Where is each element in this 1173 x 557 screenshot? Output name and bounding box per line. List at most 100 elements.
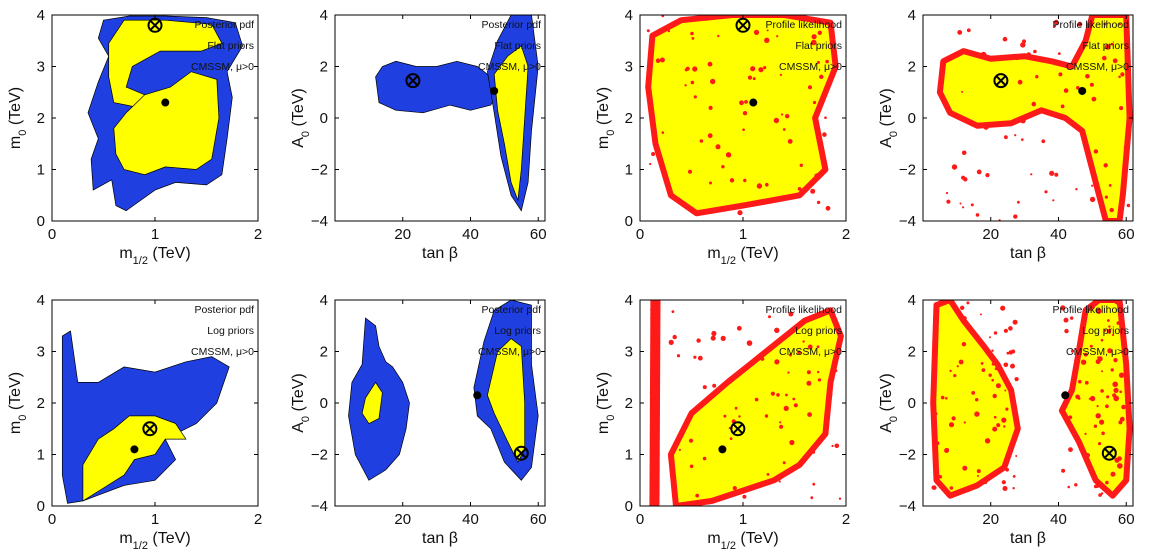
y-tick-label: 3 xyxy=(37,59,45,76)
speckle-dot xyxy=(653,400,656,403)
speckle-dot xyxy=(684,84,687,87)
speckle-dot xyxy=(1001,480,1006,485)
speckle-dot xyxy=(1113,387,1119,393)
posterior-mean-dot xyxy=(161,98,170,107)
speckle-dot xyxy=(688,169,692,174)
speckle-dot xyxy=(1049,170,1055,176)
speckle-dot xyxy=(945,397,948,400)
speckle-dot xyxy=(1126,454,1130,458)
speckle-dot xyxy=(817,370,820,374)
speckle-dot xyxy=(970,203,974,207)
speckle-dot xyxy=(1077,21,1083,27)
speckle-dot xyxy=(992,426,998,432)
y-tick-label: 2 xyxy=(625,110,633,127)
speckle-dot xyxy=(1089,344,1093,348)
panel-p4: 20 40 60 −4 −2 0 2 4 tan β A0 (TeV) Profile likeli… xyxy=(878,7,1135,262)
y-tick-label: 0 xyxy=(625,213,633,230)
speckle-dot xyxy=(933,318,939,323)
speckle-dot xyxy=(1119,416,1125,422)
profile-likelihood-region xyxy=(645,15,839,217)
speckle-dot xyxy=(1110,471,1116,477)
best-fit-marker xyxy=(142,421,158,437)
speckle-dot xyxy=(736,325,742,331)
speckle-dot xyxy=(1121,404,1126,410)
x-tick-label: 20 xyxy=(982,226,999,243)
panel-p3: 0 1 2 0 1 2 3 4 m1/2 (TeV) m0 (TeV) Profile likeli… xyxy=(595,7,850,267)
speckle-dot xyxy=(961,90,964,93)
x-tick-label: 1 xyxy=(739,511,747,528)
speckle-dot xyxy=(1103,163,1108,168)
x-tick-label: 60 xyxy=(530,226,547,243)
y-axis-label: A0 (TeV) xyxy=(878,373,900,432)
speckle-dot xyxy=(766,29,769,32)
speckle-dot xyxy=(1063,88,1069,93)
y-tick-label: 1 xyxy=(625,447,633,464)
panel-annotation: CMSSM, μ>0 xyxy=(478,61,541,73)
y-tick-label: 3 xyxy=(625,344,633,361)
speckle-dot xyxy=(932,485,937,490)
speckle-dot xyxy=(720,335,726,341)
speckle-dot xyxy=(779,424,784,429)
confidence-region-68 xyxy=(82,415,187,502)
y-tick-label: 2 xyxy=(320,59,328,76)
speckle-dot xyxy=(953,374,957,378)
speckle-dot xyxy=(710,335,716,341)
speckle-dot xyxy=(1084,380,1089,385)
speckle-dot xyxy=(650,492,655,496)
panel-p8: 20 40 60 −4 −2 0 2 4 tan β A0 (TeV) Profile likeli… xyxy=(878,292,1135,547)
speckle-dot xyxy=(1012,475,1016,478)
x-tick-label: 1 xyxy=(739,226,747,243)
speckle-dot xyxy=(1095,308,1102,314)
speckle-dot xyxy=(1105,480,1109,485)
speckle-dot xyxy=(1093,484,1098,489)
speckle-dot xyxy=(656,489,659,493)
speckle-dot xyxy=(1064,328,1069,334)
speckle-dot xyxy=(993,331,998,335)
panel-annotation: Posterior pdf xyxy=(481,304,541,316)
speckle-dot xyxy=(655,466,659,471)
speckle-dot xyxy=(744,100,748,104)
speckle-dot xyxy=(647,89,650,93)
speckle-dot xyxy=(654,483,658,487)
x-tick-label: 20 xyxy=(982,511,999,528)
speckle-dot xyxy=(1030,173,1033,176)
speckle-dot xyxy=(650,376,656,382)
speckle-dot xyxy=(702,385,707,390)
speckle-dot xyxy=(1004,389,1007,392)
speckle-dot xyxy=(654,445,658,450)
speckle-dot xyxy=(788,311,794,317)
speckle-dot xyxy=(1014,377,1019,382)
speckle-dot xyxy=(971,391,976,395)
y-axis-label: A0 (TeV) xyxy=(290,88,312,147)
speckle-dot xyxy=(692,66,698,72)
speckle-dot xyxy=(764,414,769,418)
x-tick-label: 40 xyxy=(462,226,479,243)
speckle-dot xyxy=(1119,390,1122,394)
y-tick-label: 4 xyxy=(37,292,45,309)
speckle-dot xyxy=(807,344,813,350)
speckle-dot xyxy=(1012,319,1018,325)
speckle-dot xyxy=(789,439,795,446)
y-tick-label: 0 xyxy=(37,498,45,515)
speckle-dot xyxy=(1114,300,1119,305)
speckle-dot xyxy=(721,383,725,388)
speckle-dot xyxy=(1103,22,1107,26)
panel-annotation: CMSSM, μ>0 xyxy=(478,346,541,358)
x-axis-label: tan β xyxy=(1010,530,1046,547)
speckle-dot xyxy=(1104,44,1111,50)
speckle-dot xyxy=(1097,356,1100,359)
x-tick-label: 40 xyxy=(462,511,479,528)
profile-speckle xyxy=(945,19,1131,221)
speckle-dot xyxy=(993,415,997,419)
speckle-dot xyxy=(715,144,721,150)
speckle-dot xyxy=(816,60,820,64)
speckle-dot xyxy=(933,385,936,388)
speckle-dot xyxy=(934,412,938,415)
speckle-dot xyxy=(819,74,824,80)
profile-likelihood-region xyxy=(930,300,1021,499)
plot-area xyxy=(61,330,230,504)
best-fit-marker xyxy=(405,73,421,89)
speckle-dot xyxy=(1109,207,1114,213)
speckle-dot xyxy=(655,492,659,496)
x-tick-label: 60 xyxy=(1118,226,1135,243)
